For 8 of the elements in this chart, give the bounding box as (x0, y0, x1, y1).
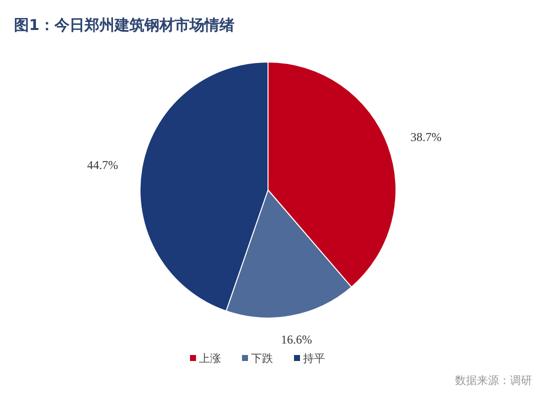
source-note: 数据来源：调研 (455, 374, 532, 387)
chart-title: 图1：今日郑州建筑钢材市场情绪 (14, 16, 234, 34)
legend-label: 下跌 (251, 352, 273, 365)
legend-label: 上涨 (199, 352, 221, 365)
data-label: 44.7% (87, 158, 118, 172)
data-label: 16.6% (280, 332, 312, 346)
data-label: 38.7% (410, 130, 442, 144)
legend-label: 持平 (303, 352, 325, 365)
